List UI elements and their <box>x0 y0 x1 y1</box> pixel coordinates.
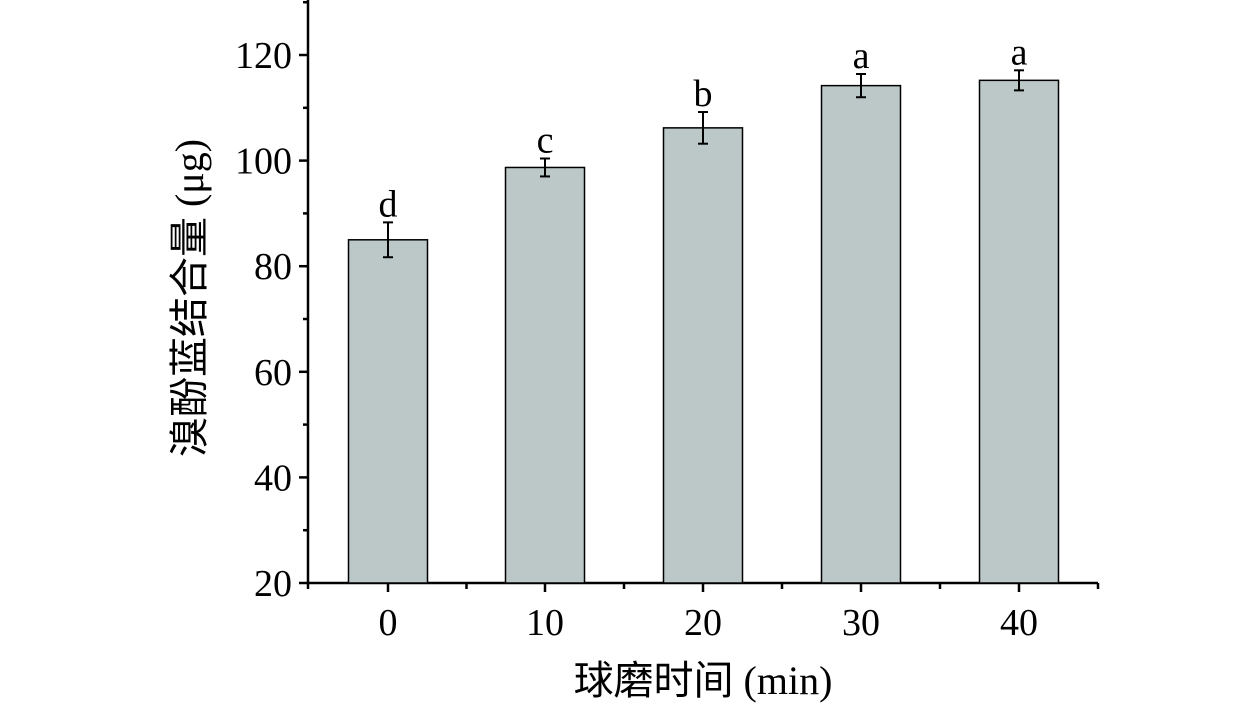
bar <box>347 239 429 584</box>
error-bars <box>383 69 1024 259</box>
y-tick-label: 40 <box>254 457 292 499</box>
x-axis-title: 球磨时间 (min) <box>574 658 833 703</box>
significance-label: a <box>853 35 870 77</box>
significance-label: b <box>694 73 713 115</box>
significance-labels: d c b a a <box>379 31 1028 225</box>
bars <box>347 79 1060 584</box>
y-tick-label: 60 <box>254 352 292 394</box>
significance-label: d <box>379 183 398 225</box>
significance-label: c <box>537 119 554 161</box>
x-tick-label: 30 <box>842 602 880 644</box>
bar <box>504 166 586 584</box>
x-tick-label: 10 <box>526 602 564 644</box>
bar <box>820 84 902 584</box>
x-ticks: 0 10 20 30 40 <box>306 583 1100 644</box>
bar <box>978 79 1060 584</box>
x-tick-label: 40 <box>1000 602 1038 644</box>
x-tick-label: 0 <box>379 602 398 644</box>
x-tick-label: 20 <box>684 602 722 644</box>
y-tick-label: 120 <box>235 35 292 77</box>
y-ticks: 20 40 60 80 100 120 <box>235 0 308 605</box>
y-tick-label: 20 <box>254 563 292 605</box>
significance-label: a <box>1011 31 1028 73</box>
y-axis-title: 溴酚蓝结合量 (μg) <box>167 139 212 457</box>
bar <box>662 127 744 584</box>
y-tick-label: 100 <box>235 141 292 183</box>
y-tick-label: 80 <box>254 246 292 288</box>
